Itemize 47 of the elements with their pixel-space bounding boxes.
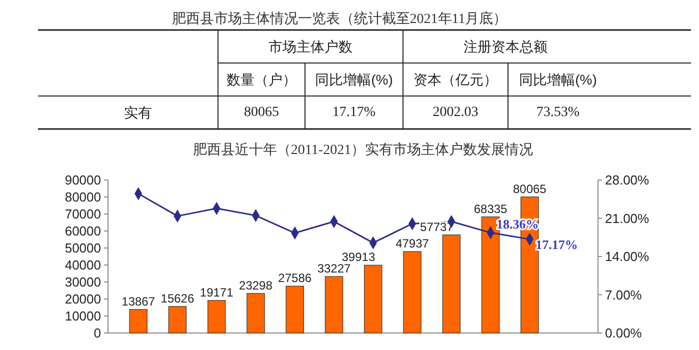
bar [246, 293, 265, 334]
y-tick-label: 50000 [64, 240, 101, 256]
y2-tick-label: 7.00% [605, 287, 642, 302]
text: 资本（亿元） [414, 72, 498, 88]
bar [403, 251, 422, 334]
text: 同比增幅(%) [315, 72, 393, 88]
bar [442, 234, 461, 334]
y-tick-label: 80000 [64, 190, 101, 204]
y-tick-label: 90000 [64, 172, 101, 188]
text: 肥西县市场主体情况一览表（统计截至2021年11月底） [172, 11, 508, 27]
bar [324, 276, 344, 334]
chart-title: 肥西县近十年（2011-2021）实有市场主体户数发展情况 [192, 142, 534, 158]
y-tick-label: 0 [94, 326, 101, 340]
text: 同比增幅(%) [519, 72, 597, 88]
y-tick-label: 40000 [64, 258, 101, 272]
data-label: 80065 [512, 182, 547, 196]
bar [129, 309, 148, 334]
text: 73.53% [536, 105, 580, 120]
data-label: 47937 [396, 236, 430, 251]
text: 实有 [124, 104, 152, 120]
bar [207, 300, 226, 334]
data-label: 33227 [317, 262, 352, 276]
y-tick-label: 60000 [64, 224, 101, 238]
data-label: 23298 [239, 278, 273, 292]
data-label: 13867 [122, 294, 156, 308]
data-label: 68335 [474, 202, 508, 216]
data-label: 27586 [278, 271, 312, 286]
data-label: 15626 [160, 291, 194, 306]
y2-tick-label: 21.00% [605, 210, 650, 226]
data-label: 19171 [200, 285, 234, 300]
y2-tick-label: 0.00% [605, 326, 642, 340]
text: 注册资本总额 [464, 38, 548, 54]
text: 80065 [244, 105, 279, 120]
y-tick-label: 20000 [64, 292, 101, 306]
bar [286, 286, 304, 334]
y-tick-label: 70000 [64, 206, 101, 222]
y-tick-label: 10000 [64, 308, 101, 324]
y2-tick-label: 14.00% [605, 249, 650, 264]
y2-tick-label: 28.00% [605, 172, 650, 188]
bar [364, 264, 382, 334]
text: 市场主体户数 [268, 38, 352, 54]
bar [168, 306, 187, 334]
y-tick-label: 30000 [64, 274, 101, 290]
text: 2002.03 [432, 105, 478, 120]
text: 17.17% [332, 105, 376, 120]
text: 数量（户） [226, 72, 296, 88]
data-label: 39913 [342, 250, 376, 264]
